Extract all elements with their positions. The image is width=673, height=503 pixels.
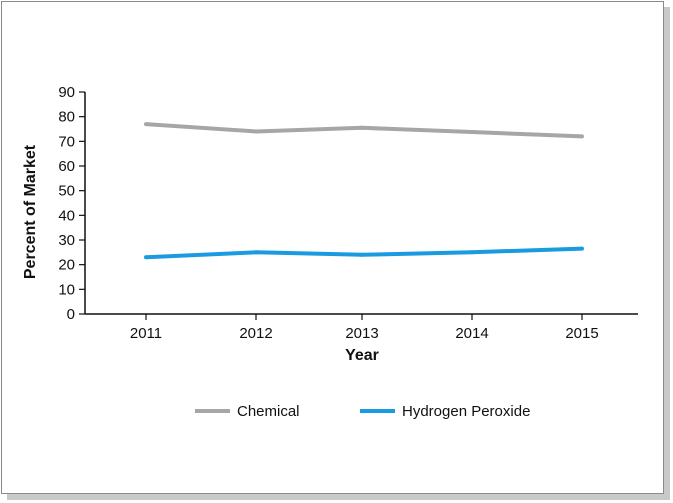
data-point (360, 125, 364, 130)
data-point (360, 252, 364, 257)
x-tick-label: 2011 (130, 325, 162, 342)
y-tick-label: 50 (58, 183, 75, 200)
x-axis-title: Year (345, 347, 379, 364)
y-tick-label: 60 (58, 158, 75, 175)
data-point (580, 134, 584, 139)
data-point (470, 130, 474, 134)
x-tick-label: 2013 (345, 325, 378, 342)
y-tick-label: 30 (58, 232, 75, 249)
data-point (580, 246, 584, 251)
data-point (254, 250, 258, 255)
data-point (144, 122, 148, 127)
data-point (470, 250, 474, 255)
x-tick-label: 2014 (455, 325, 488, 342)
x-tick-label: 2012 (239, 325, 272, 342)
series-line-chemical (145, 122, 583, 139)
y-tick-label: 20 (58, 257, 75, 274)
data-point (144, 255, 148, 260)
y-axis-title: Percent of Market (22, 144, 39, 279)
y-tick-label: 70 (58, 133, 75, 150)
legend-label: Hydrogen Peroxide (402, 403, 530, 420)
data-point (254, 129, 258, 134)
y-tick-label: 0 (67, 306, 75, 323)
y-tick-label: 40 (58, 207, 75, 224)
y-tick-label: 90 (58, 84, 75, 101)
legend-label: Chemical (237, 403, 300, 420)
chart-frame (1, 1, 664, 494)
y-tick-label: 10 (58, 281, 75, 298)
series-line-hydrogen-peroxide (145, 246, 583, 260)
x-tick-label: 2015 (565, 325, 598, 342)
y-tick-label: 80 (58, 109, 75, 126)
legend: Chemical Hydrogen Peroxide (195, 403, 530, 420)
